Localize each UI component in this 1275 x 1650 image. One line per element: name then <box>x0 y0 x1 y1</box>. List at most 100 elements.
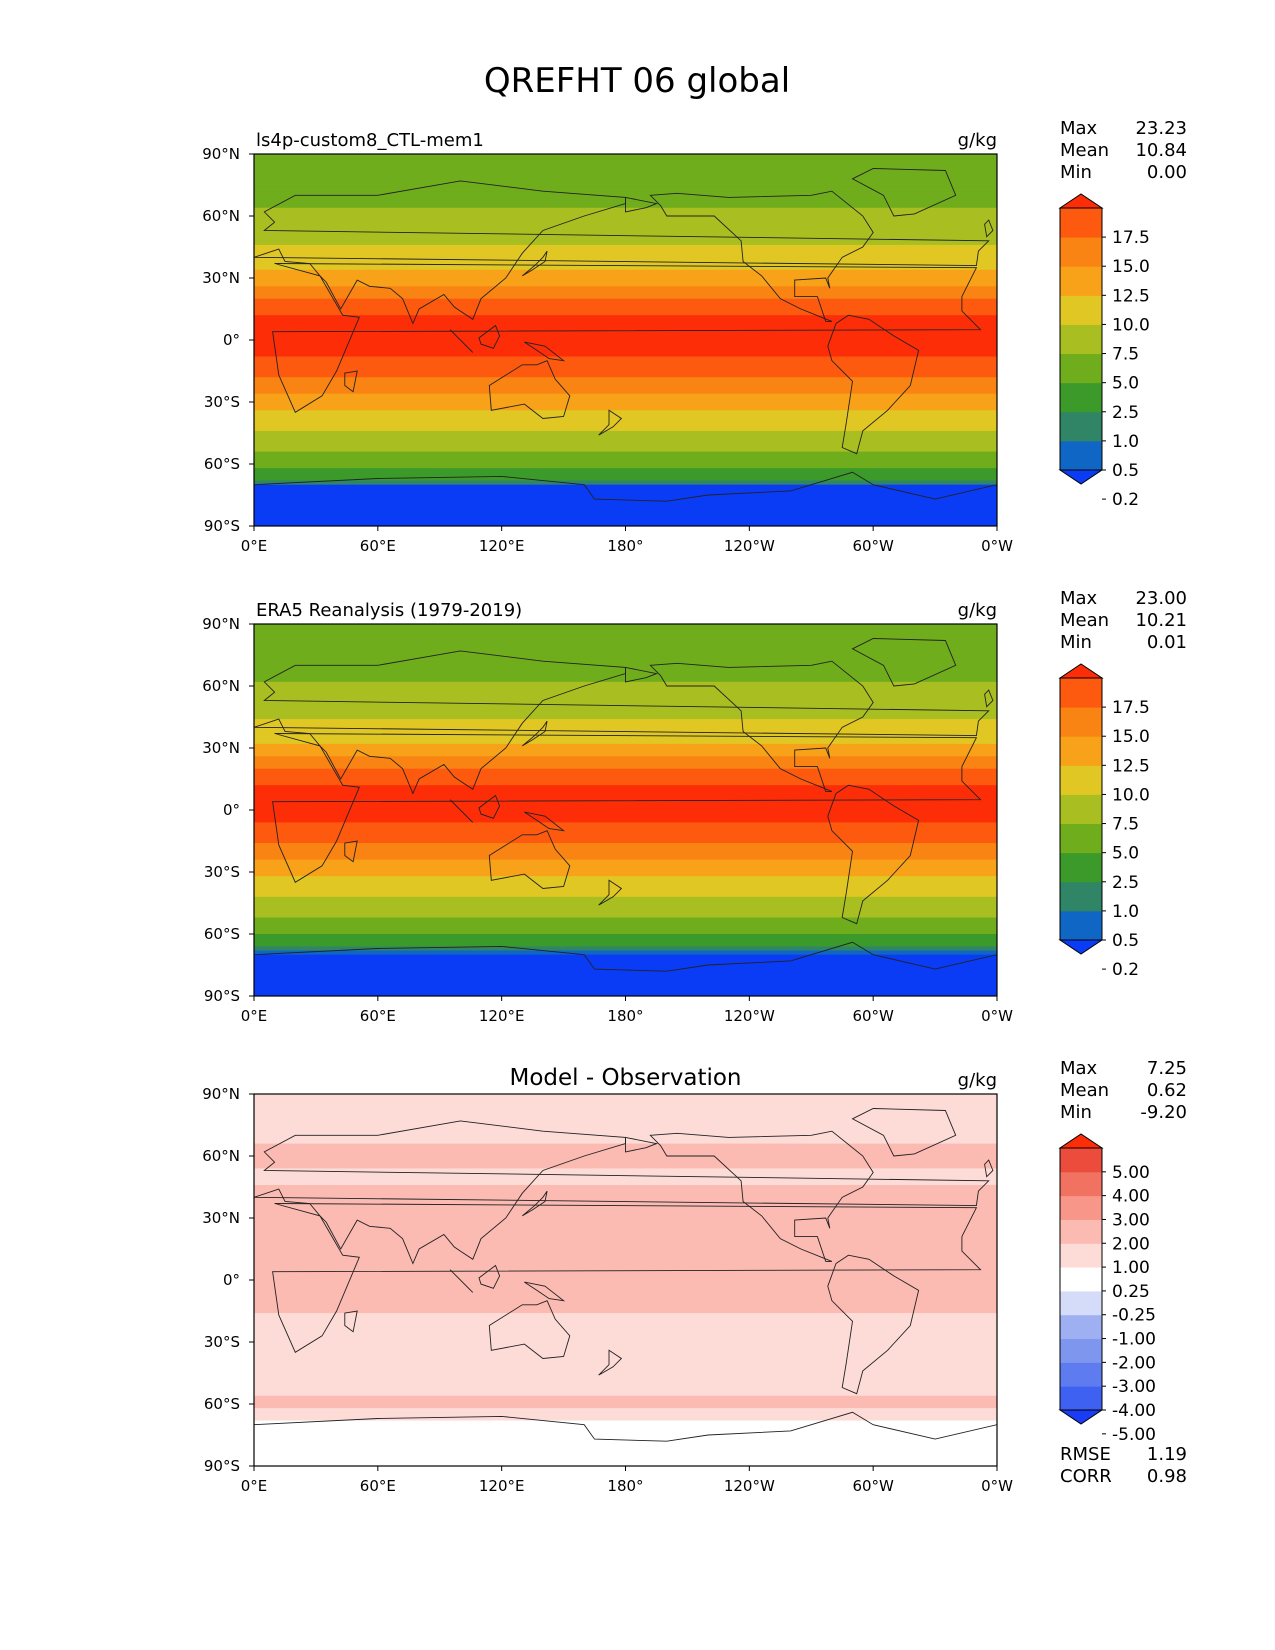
y-tick-label: 60°S <box>204 1395 240 1413</box>
coastlines <box>254 168 997 526</box>
contour-band <box>254 393 997 399</box>
eurasia-outline <box>254 180 990 325</box>
chukotka-outline <box>625 1136 659 1153</box>
x-tick-label: 60°W <box>852 1477 894 1495</box>
contour-band <box>254 727 997 733</box>
contour-band <box>254 468 997 473</box>
colorbar-extend-min <box>1058 469 1104 485</box>
contour-band <box>254 166 997 172</box>
coastlines <box>254 638 997 996</box>
y-tick-label: 30°S <box>204 393 240 411</box>
stat-value: 0.62 <box>1147 1080 1187 1101</box>
contour-band <box>254 1325 997 1331</box>
contour-band <box>254 182 997 188</box>
contour-band <box>254 1259 997 1265</box>
south-america-outline <box>827 314 920 455</box>
contour-band <box>254 958 997 964</box>
contour-band <box>254 1461 997 1466</box>
contour-band <box>254 430 997 436</box>
y-tick-label: 90°S <box>204 517 240 535</box>
contour-band <box>254 1280 997 1285</box>
contour-band <box>254 909 997 914</box>
contour-band <box>254 1180 997 1186</box>
colorbar-cell <box>1060 208 1102 238</box>
colorbar-label: 0.5 <box>1112 461 1139 481</box>
contour-band <box>254 464 997 469</box>
contour-band <box>254 187 997 192</box>
contour-band <box>254 760 997 766</box>
contour-band <box>254 810 997 815</box>
figure-title: QREFHT 06 global <box>484 61 790 101</box>
contour-band <box>254 1329 997 1335</box>
contour-band <box>254 505 997 511</box>
contour-band <box>254 517 997 523</box>
colorbar-cell <box>1060 1171 1102 1197</box>
contour-band <box>254 801 997 807</box>
contour-band <box>254 439 997 444</box>
contour-band <box>254 261 997 267</box>
stat-value: 10.84 <box>1135 140 1187 161</box>
contour-band <box>254 306 997 312</box>
colorbar-label: -5.00 <box>1112 1425 1156 1445</box>
contour-band <box>254 1246 997 1252</box>
y-tick-label: 90°N <box>202 145 240 163</box>
north-america-outline <box>649 660 874 792</box>
colorbar-label: 2.5 <box>1112 873 1139 893</box>
chart-panel-3: 0°E 60°E 120°E 180° 120°W 60°W 0°W 90°N 60°N 30°N… <box>202 1058 1187 1495</box>
sumatra-outline <box>449 799 474 823</box>
madagascar-outline <box>344 840 358 863</box>
colorbar-label: 5.0 <box>1112 844 1139 864</box>
contour-band <box>254 253 997 258</box>
new-guinea-outline <box>524 341 566 362</box>
contour-band <box>254 1445 997 1451</box>
contour-band <box>254 731 997 737</box>
contour-band <box>254 1255 997 1260</box>
british-isles-outline <box>984 689 994 708</box>
x-tick-label: 120°W <box>724 537 775 555</box>
contour-band <box>254 789 997 795</box>
contour-band <box>254 648 997 654</box>
contour-band <box>254 987 997 993</box>
contour-band <box>254 265 997 271</box>
eurasia-outline <box>254 1120 990 1265</box>
stat-value: 10.21 <box>1135 610 1187 631</box>
contour-band <box>254 1251 997 1256</box>
x-tick-label: 0°W <box>981 537 1013 555</box>
y-tick-label: 30°N <box>202 739 240 757</box>
contour-band <box>254 1350 997 1355</box>
contour-band <box>254 1234 997 1240</box>
colorbar-label: 2.5 <box>1112 403 1139 423</box>
contour-band <box>254 455 997 461</box>
south-america-outline <box>827 784 920 925</box>
contour-band <box>254 851 997 857</box>
stat-label: RMSE <box>1060 1444 1111 1465</box>
x-tick-label: 0°E <box>241 1007 268 1025</box>
x-tick-label: 0°E <box>241 1477 268 1495</box>
africa-outline <box>272 1203 982 1353</box>
contour-band <box>254 698 997 704</box>
colorbar-frame <box>1059 207 1103 471</box>
y-tick-label: 0° <box>223 331 240 349</box>
x-tick-label: 180° <box>607 1007 643 1025</box>
contour-band <box>254 1453 997 1459</box>
x-tick-label: 120°W <box>724 1477 775 1495</box>
colorbar-cell <box>1060 707 1102 737</box>
contour-band <box>254 946 997 952</box>
contour-band <box>254 1110 997 1116</box>
sumatra-outline <box>449 1269 474 1293</box>
contour-band <box>254 694 997 699</box>
contour-band <box>254 1164 997 1169</box>
north-america-outline <box>649 190 874 322</box>
x-tick-label: 120°E <box>479 1007 525 1025</box>
contour-band <box>254 476 997 482</box>
stat-value: 7.25 <box>1147 1058 1187 1079</box>
contour-band <box>254 154 997 159</box>
africa-outline <box>272 733 982 883</box>
japan-outline <box>522 720 548 747</box>
contour-band <box>254 1441 997 1446</box>
x-tick-label: 180° <box>607 1477 643 1495</box>
contour-band <box>254 315 997 320</box>
contour-band <box>254 1437 997 1442</box>
contour-band <box>254 1317 997 1322</box>
contour-band <box>254 1242 997 1248</box>
